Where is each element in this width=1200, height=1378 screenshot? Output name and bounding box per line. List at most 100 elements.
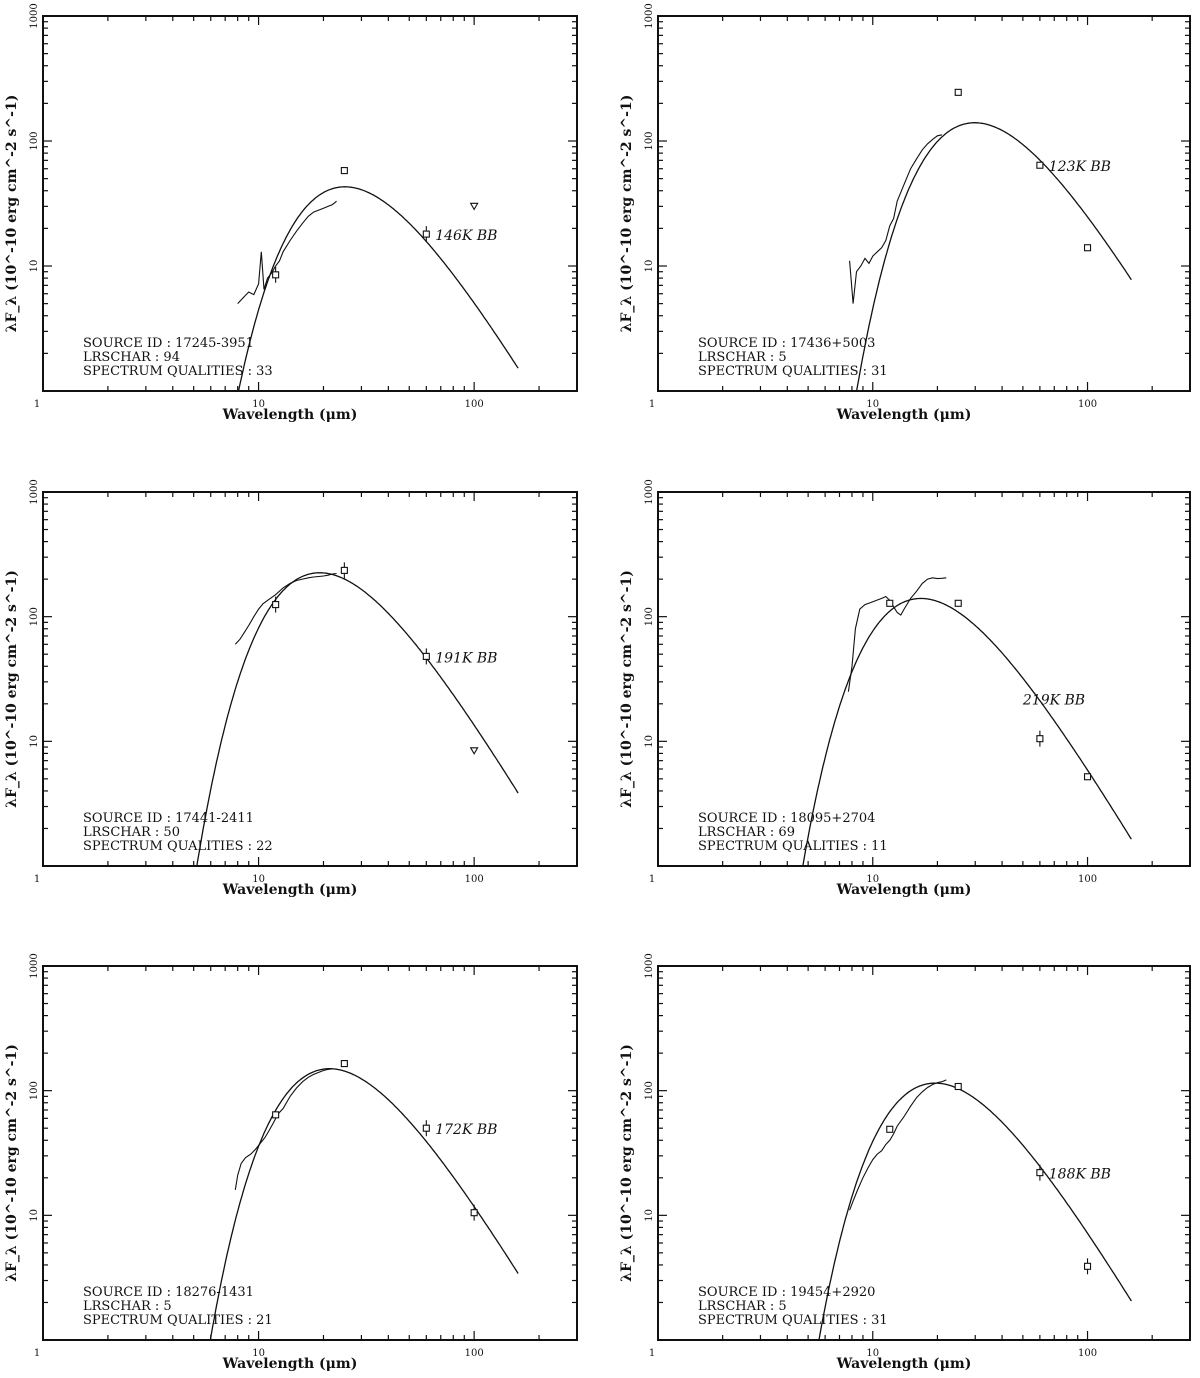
y-axis-label: λF_λ (10^-10 erg cm^-2 s^-1) [619, 570, 635, 808]
iras-photometry-point [340, 167, 348, 175]
lrs-spectrum [234, 572, 337, 645]
blackbody-label: 172K BB [435, 1122, 497, 1138]
blackbody-curve [237, 186, 519, 391]
upper-limit-marker [469, 747, 479, 755]
blackbody-label: 123K BB [1049, 159, 1111, 175]
blackbody-label: 191K BB [435, 650, 497, 666]
y-tick-label: 100 [29, 1081, 40, 1100]
lrs-spectrum [237, 200, 337, 304]
x-tick-label: 10 [866, 1348, 879, 1359]
iras-photometry-point [422, 230, 430, 238]
blackbody-label: 219K BB [1022, 693, 1085, 709]
x-tick-label: 10 [252, 1348, 265, 1359]
lrs-spectrum [849, 1079, 947, 1211]
lrschar-text: LRSCHAR : 5 [83, 1299, 172, 1314]
x-tick-label: 100 [1078, 1348, 1097, 1359]
iras-photometry-point [1036, 161, 1044, 169]
y-tick-label: 100 [644, 607, 655, 626]
x-axis-label: Wavelength (μm) [222, 882, 358, 898]
y-tick-label: 10 [29, 260, 40, 273]
iras-photometry-point [954, 599, 962, 607]
y-axis-label: λF_λ (10^-10 erg cm^-2 s^-1) [4, 1044, 20, 1282]
lrschar-text: LRSCHAR : 69 [698, 825, 795, 840]
source-id-text: SOURCE ID : 18095+2704 [698, 811, 875, 826]
lrschar-text: LRSCHAR : 94 [83, 350, 180, 365]
blackbody-curve [802, 597, 1132, 866]
iras-photometry-point [422, 1124, 430, 1132]
x-tick-label: 10 [866, 874, 879, 885]
plot-frame [657, 15, 1191, 392]
blackbody-label: 146K BB [435, 228, 497, 244]
x-tick-label: 10 [252, 874, 265, 885]
iras-photometry-point [954, 88, 962, 96]
plot-frame [657, 965, 1191, 1341]
x-tick-label: 10 [866, 399, 879, 410]
iras-photometry-point [954, 1082, 962, 1091]
x-tick-label: 1 [34, 874, 40, 885]
y-tick-label: 1000 [644, 3, 655, 28]
upper-limit-marker [469, 202, 479, 211]
x-axis-label: Wavelength (μm) [222, 407, 358, 423]
y-tick-label: 100 [644, 1081, 655, 1100]
y-tick-label: 100 [29, 131, 40, 150]
iras-photometry-point [422, 652, 430, 660]
y-tick-label: 10 [29, 735, 40, 748]
spectrum-quality-text: SPECTRUM QUALITIES : 22 [83, 839, 273, 854]
iras-photometry-point [1036, 735, 1044, 743]
x-tick-label: 1 [649, 399, 655, 410]
x-axis-label: Wavelength (μm) [836, 882, 972, 898]
y-tick-label: 10 [644, 735, 655, 748]
blackbody-curve [209, 1068, 519, 1340]
y-tick-label: 10 [29, 1209, 40, 1222]
x-tick-label: 100 [465, 874, 484, 885]
iras-photometry-point [1036, 1169, 1044, 1177]
lrschar-text: LRSCHAR : 50 [83, 825, 180, 840]
iras-photometry-point [272, 1111, 280, 1119]
iras-photometry-point [470, 1209, 478, 1217]
iras-photometry-point [340, 1060, 348, 1068]
spectrum-quality-text: SPECTRUM QUALITIES : 31 [698, 1313, 888, 1328]
iras-photometry-point [272, 601, 280, 609]
source-id-text: SOURCE ID : 19454+2920 [698, 1285, 875, 1300]
x-axis-label: Wavelength (μm) [836, 407, 972, 423]
iras-photometry-point [1083, 773, 1092, 781]
plot-frame [657, 491, 1191, 867]
y-axis-label: λF_λ (10^-10 erg cm^-2 s^-1) [619, 1044, 635, 1282]
iras-photometry-point [886, 1125, 894, 1133]
lrs-spectrum [847, 577, 947, 692]
y-tick-label: 100 [644, 131, 655, 150]
x-tick-label: 100 [1078, 399, 1097, 410]
y-tick-label: 1000 [644, 953, 655, 978]
source-id-text: SOURCE ID : 17436+5003 [698, 336, 875, 351]
x-tick-label: 100 [1078, 874, 1097, 885]
x-tick-label: 1 [649, 874, 655, 885]
y-axis-label: λF_λ (10^-10 erg cm^-2 s^-1) [4, 570, 20, 808]
blackbody-curve [196, 572, 519, 866]
iras-photometry-point [1083, 244, 1092, 252]
x-tick-label: 100 [465, 1348, 484, 1359]
y-tick-label: 10 [644, 260, 655, 273]
x-tick-label: 1 [649, 1348, 655, 1359]
spectrum-quality-text: SPECTRUM QUALITIES : 11 [698, 839, 888, 854]
x-tick-label: 100 [465, 399, 484, 410]
plot-frame [42, 965, 578, 1341]
iras-photometry-point [886, 599, 894, 607]
plot-frame [42, 491, 578, 867]
source-id-text: SOURCE ID : 18276-1431 [83, 1285, 254, 1300]
blackbody-label: 188K BB [1049, 1167, 1111, 1183]
x-tick-label: 1 [34, 399, 40, 410]
x-axis-label: Wavelength (μm) [222, 1356, 358, 1372]
iras-photometry-point [340, 566, 348, 574]
spectrum-quality-text: SPECTRUM QUALITIES : 21 [83, 1313, 273, 1328]
y-tick-label: 100 [29, 607, 40, 626]
spectrum-quality-text: SPECTRUM QUALITIES : 31 [698, 364, 888, 379]
y-axis-label: λF_λ (10^-10 erg cm^-2 s^-1) [619, 95, 635, 333]
spectrum-quality-text: SPECTRUM QUALITIES : 33 [83, 364, 273, 379]
y-tick-label: 1000 [29, 3, 40, 28]
y-tick-label: 1000 [29, 953, 40, 978]
